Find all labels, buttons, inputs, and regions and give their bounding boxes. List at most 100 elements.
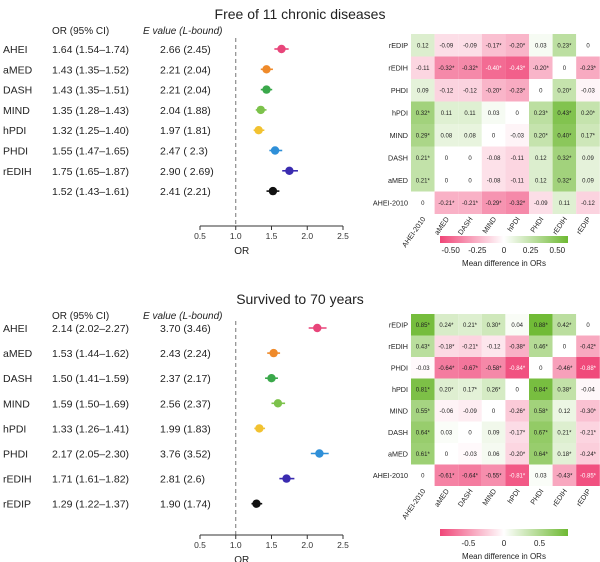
heatmap-col-label: hPDI	[505, 487, 522, 505]
heatmap-cell	[576, 34, 600, 57]
heatmap-col-label: AHEI-2010	[400, 215, 428, 249]
heatmap-col-label: DASH	[456, 215, 475, 237]
heatmap-row-label: aMED	[388, 449, 408, 458]
e-value-text: 2.21 (2.04)	[160, 85, 211, 97]
heatmap-cell	[458, 357, 482, 379]
heatmap-cell-value: -0.03	[416, 366, 430, 372]
row-label: MIND	[3, 105, 30, 117]
heatmap-cell	[411, 34, 435, 57]
heatmap-cell	[434, 146, 459, 169]
heatmap-cell	[458, 335, 482, 357]
heatmap-cell	[458, 56, 482, 79]
heatmap-cell	[411, 146, 435, 169]
heatmap-col-label: aMED	[432, 215, 451, 237]
heatmap-cell	[505, 79, 529, 102]
heatmap-row-label: DASH	[388, 428, 408, 437]
heatmap-cell-value: 0.81*	[416, 387, 431, 393]
heatmap-cell	[576, 169, 600, 192]
heatmap-cell	[458, 101, 482, 124]
heatmap-cell-value: -0.11	[511, 178, 525, 184]
heatmap-col-label: rEDIP	[574, 215, 592, 236]
e-value-text: 3.70 (3.46)	[160, 323, 211, 335]
heatmap-cell	[411, 101, 435, 124]
heatmap: rEDIP 0.12 -0.09 -0.09 -0.17* -0.20* 0.03 0.23*…	[373, 34, 600, 268]
heatmap-cell	[434, 314, 459, 336]
heatmap-cell-value: -0.43*	[556, 473, 573, 479]
heatmap-cell-value: 0.43*	[416, 344, 431, 350]
heatmap-cell	[529, 169, 553, 192]
heatmap-row-label: rEDIP	[389, 320, 408, 329]
heatmap-cell	[411, 79, 435, 102]
heatmap-col-label: rEDIH	[550, 487, 569, 508]
heatmap-cell	[552, 378, 577, 400]
heatmap-cell	[458, 34, 482, 57]
heatmap-cell	[552, 56, 577, 79]
heatmap-cell-value: 0.23*	[534, 111, 549, 117]
heatmap-cell	[576, 378, 600, 400]
or-ci-text: 2.14 (2.02–2.27)	[52, 323, 129, 335]
e-value-text: 2.47 ( 2.3)	[160, 146, 208, 158]
heatmap-cell	[481, 169, 506, 192]
heatmap-cell-value: 0	[421, 201, 425, 207]
heatmap-cell	[505, 464, 529, 486]
x-tick-label: 1.5	[266, 540, 278, 550]
heatmap-cell-value: 0.09	[417, 88, 429, 94]
heatmap-cell	[529, 421, 553, 443]
heatmap-cell-value: 0.64*	[534, 452, 549, 458]
heatmap-cell	[529, 314, 553, 336]
x-tick-label: 1.0	[230, 231, 242, 241]
heatmap-cell-value: 0	[586, 323, 590, 329]
e-value-text: 1.99 (1.83)	[160, 423, 211, 435]
heatmap-row-label: rEDIH	[388, 63, 408, 72]
or-point	[262, 85, 271, 94]
heatmap-cell	[481, 124, 506, 147]
heatmap-cell	[505, 191, 529, 214]
heatmap-cell-value: 0.12	[559, 409, 571, 415]
or-point	[277, 44, 286, 54]
heatmap-cell	[576, 400, 600, 422]
heatmap-cell	[505, 146, 529, 169]
x-tick-label: 0.5	[194, 540, 206, 550]
heatmap-cell-value: -0.42*	[580, 344, 597, 350]
heatmap-cell-value: -0.24*	[580, 452, 597, 458]
heatmap-cell-value: -0.43*	[509, 66, 526, 72]
heatmap-cell-value: -0.12	[440, 88, 454, 94]
heatmap-cell	[458, 124, 482, 147]
heatmap-cell-value: 0.21*	[416, 178, 431, 184]
row-label: rEDIP	[3, 499, 31, 511]
heatmap-cell-value: 0.30*	[487, 323, 502, 329]
x-tick-label: 0.5	[194, 231, 206, 241]
or-point	[313, 323, 322, 333]
heatmap-cell	[576, 464, 600, 486]
heatmap-cell-value: 0.38*	[557, 387, 572, 393]
heatmap-cell-value: -0.32*	[509, 201, 526, 207]
heatmap-cell-value: -0.12	[463, 88, 477, 94]
heatmap-cell-value: -0.67*	[462, 366, 479, 372]
heatmap-cell-value: 0.12	[417, 43, 429, 49]
heatmap-cell	[481, 79, 506, 102]
heatmap-cell-value: -0.08	[487, 178, 501, 184]
or-point	[268, 186, 278, 196]
heatmap-row-label: aMED	[388, 176, 408, 185]
colorbar-tick-label: 0	[502, 539, 507, 548]
x-tick-label: 2.0	[301, 231, 313, 241]
colorbar-tick-label: 0.50	[550, 246, 566, 255]
heatmap-cell-value: -0.20*	[509, 452, 526, 458]
heatmap-cell	[529, 400, 553, 422]
heatmap-cell	[481, 314, 506, 336]
or-point	[282, 474, 291, 483]
heatmap-col-label: AHEI-2010	[400, 487, 428, 521]
or-point	[262, 65, 271, 74]
or-ci-text: 1.64 (1.54–1.74)	[52, 44, 129, 56]
heatmap-cell	[458, 443, 482, 465]
heatmap-cell-value: -0.04	[581, 387, 595, 393]
heatmap-cell-value: 0.03	[535, 473, 547, 479]
forest-plot: OR (95% CI) E value (L-bound) AHEI 1.64 (1.…	[3, 26, 349, 257]
heatmap-cell	[505, 101, 529, 124]
heatmap-cell-value: -0.84*	[509, 366, 526, 372]
header-e-value: E value (L-bound)	[143, 311, 223, 322]
heatmap-cell	[505, 169, 529, 192]
heatmap-cell	[481, 191, 506, 214]
heatmap-col-label: PHDI	[528, 487, 545, 506]
heatmap-col-label: hPDI	[505, 215, 522, 233]
